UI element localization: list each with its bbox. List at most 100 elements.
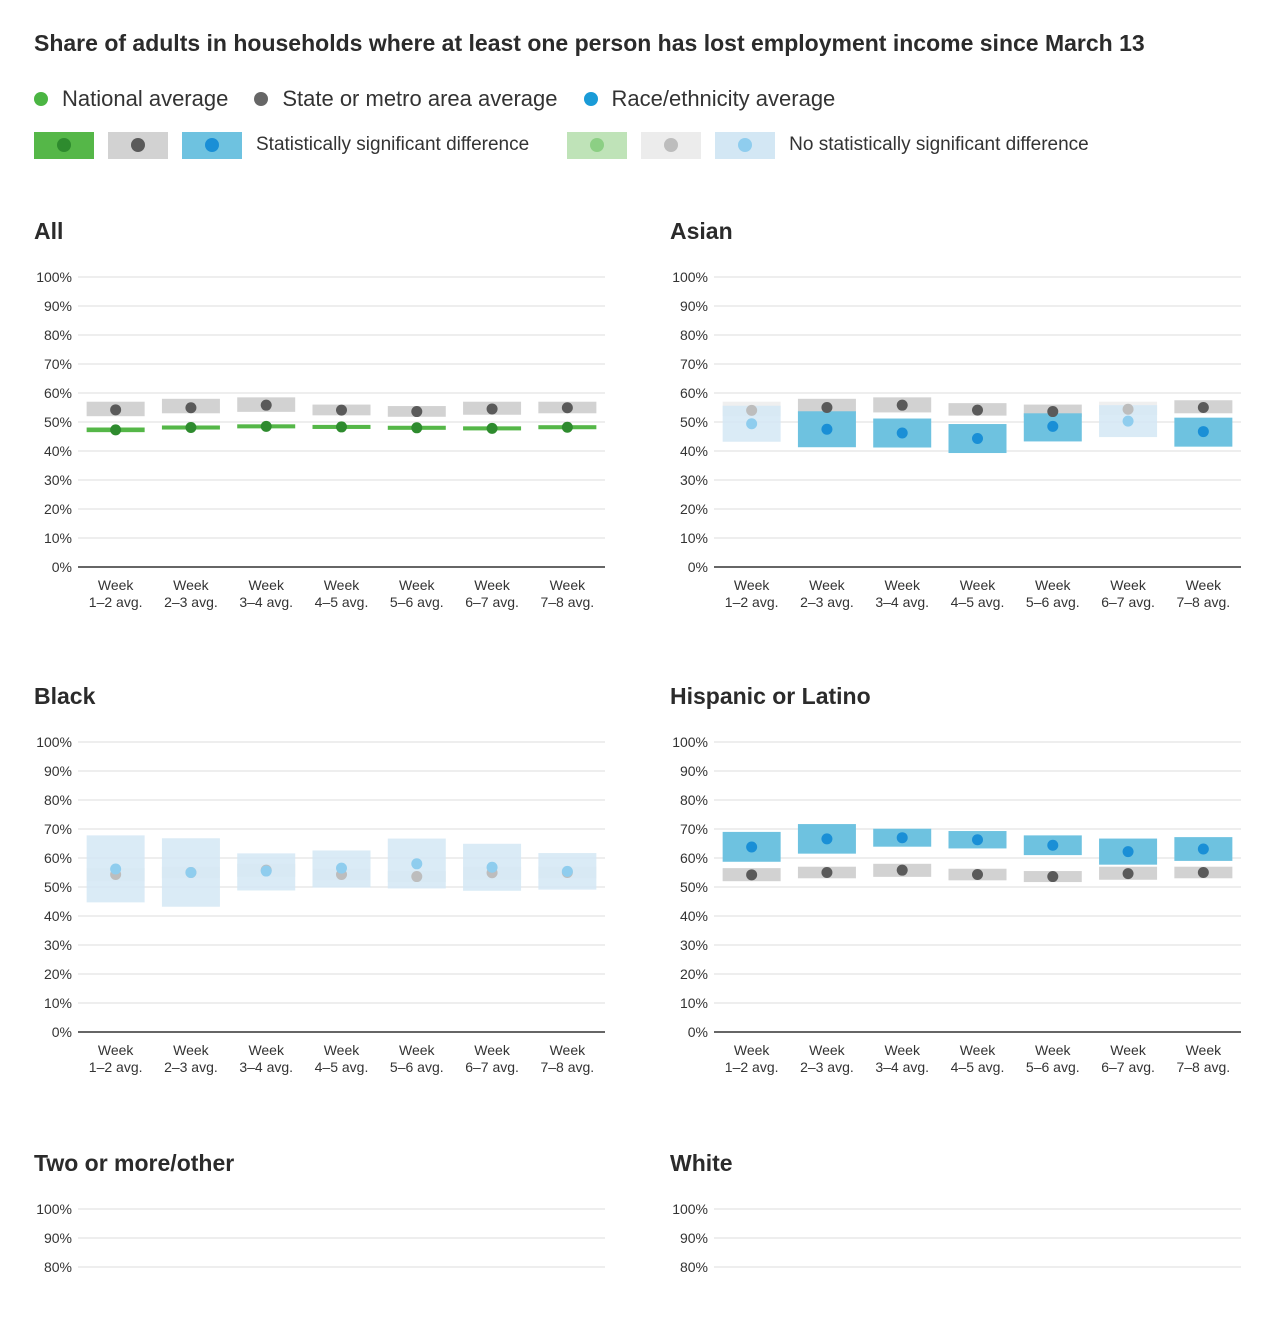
y-tick-label: 60% [44, 385, 72, 401]
y-tick-label: 60% [680, 850, 708, 866]
y-tick-label: 60% [680, 385, 708, 401]
national-point [110, 424, 122, 436]
x-tick-label: Week [809, 577, 846, 593]
y-tick-label: 0% [688, 1024, 708, 1040]
y-tick-label: 90% [680, 298, 708, 314]
legend-label-not-significant: No statistically significant difference [789, 134, 1089, 155]
race-point [1047, 839, 1059, 851]
state-point [110, 404, 122, 416]
y-tick-label: 0% [688, 559, 708, 575]
x-tick-label: Week [734, 577, 771, 593]
x-tick-label: Week [550, 577, 587, 593]
race-dot-icon [583, 92, 598, 106]
x-tick-label: 4–5 avg. [951, 1059, 1005, 1075]
x-tick-label: 1–2 avg. [89, 594, 143, 610]
x-tick-label: Week [248, 1042, 285, 1058]
race-point [821, 833, 833, 845]
y-tick-label: 0% [52, 1024, 72, 1040]
state-point [896, 399, 908, 411]
x-tick-label: Week [809, 1042, 846, 1058]
x-tick-label: Week [474, 577, 511, 593]
y-tick-label: 50% [44, 879, 72, 895]
x-tick-label: 4–5 avg. [951, 594, 1005, 610]
x-tick-label: 2–3 avg. [800, 594, 854, 610]
state-point [1122, 403, 1134, 415]
state-point [260, 399, 272, 411]
x-tick-label: Week [884, 1042, 921, 1058]
x-tick-label: 6–7 avg. [1101, 1059, 1155, 1075]
national-point [185, 422, 197, 434]
x-tick-label: Week [884, 577, 921, 593]
national-point [336, 421, 347, 433]
x-tick-label: Week [1035, 1042, 1072, 1058]
x-tick-label: 5–6 avg. [1026, 1059, 1080, 1075]
x-tick-label: Week [1110, 577, 1147, 593]
y-tick-label: 70% [680, 821, 708, 837]
y-tick-label: 0% [52, 559, 72, 575]
race-point [411, 858, 423, 870]
x-tick-label: Week [248, 577, 285, 593]
y-tick-label: 40% [680, 908, 708, 924]
state-point [185, 402, 197, 414]
legend-item-state: State or metro area average [254, 86, 558, 112]
x-tick-label: 2–3 avg. [800, 1059, 854, 1075]
x-tick-label: 7–8 avg. [1176, 594, 1230, 610]
y-tick-label: 50% [680, 879, 708, 895]
chart-hispanic-or-latino: 0%10%20%30%40%50%60%70%80%90%100%Week1–2… [672, 734, 1241, 1075]
x-tick-label: 3–4 avg. [875, 1059, 929, 1075]
blue-significant-swatch-icon [182, 131, 242, 159]
state-point [972, 404, 983, 416]
x-tick-label: 1–2 avg. [725, 1059, 779, 1075]
chart-asian: 0%10%20%30%40%50%60%70%80%90%100%Week1–2… [672, 269, 1241, 610]
x-tick-label: Week [324, 1042, 361, 1058]
y-tick-label: 60% [44, 850, 72, 866]
panel-title: Hispanic or Latino [670, 683, 871, 709]
race-point [260, 865, 272, 877]
race-point [185, 867, 197, 878]
race-point [336, 862, 347, 874]
y-tick-label: 100% [36, 734, 72, 750]
chart-all: 0%10%20%30%40%50%60%70%80%90%100%Week1–2… [36, 269, 605, 610]
x-tick-label: Week [1035, 577, 1072, 593]
y-tick-label: 30% [44, 472, 72, 488]
x-tick-label: Week [324, 577, 361, 593]
panel-title: All [34, 218, 64, 244]
y-tick-label: 80% [44, 792, 72, 808]
y-tick-label: 20% [44, 966, 72, 982]
state-point [896, 864, 908, 876]
x-tick-label: 1–2 avg. [725, 594, 779, 610]
y-tick-label: 40% [44, 908, 72, 924]
race-point [821, 423, 833, 435]
y-tick-label: 40% [44, 443, 72, 459]
chart-white: 80% 90% 100% [672, 1201, 1241, 1275]
y-tick-label: 100% [672, 734, 708, 750]
national-point [260, 420, 272, 432]
legend-label-race: Race/ethnicity average [611, 86, 836, 111]
chart-black: 0%10%20%30%40%50%60%70%80%90%100%Week1–2… [36, 734, 605, 1075]
y-tick-label: 10% [44, 995, 72, 1011]
x-tick-label: Week [474, 1042, 511, 1058]
panel-title: Asian [670, 218, 733, 244]
state-point [486, 403, 498, 415]
state-point [561, 402, 573, 414]
y-tick-label: 50% [44, 414, 72, 430]
race-point [746, 418, 758, 430]
state-point [821, 402, 833, 413]
race-point [1122, 846, 1134, 858]
state-point [1122, 868, 1134, 880]
green-significant-swatch-icon [34, 131, 94, 159]
race-point [972, 834, 983, 846]
state-point [821, 867, 833, 878]
state-point [1197, 867, 1209, 878]
x-tick-label: 6–7 avg. [1101, 594, 1155, 610]
race-point [746, 841, 758, 853]
y-tick-label: 80% [680, 792, 708, 808]
state-point [411, 871, 423, 883]
y-tick-label: 80% [44, 327, 72, 343]
national-point [411, 422, 423, 434]
x-tick-label: 2–3 avg. [164, 594, 218, 610]
y-tick-label: 80% [680, 1259, 708, 1275]
y-tick-label: 90% [680, 763, 708, 779]
legend-item-race: Race/ethnicity average [583, 86, 836, 112]
x-tick-label: 5–6 avg. [1026, 594, 1080, 610]
